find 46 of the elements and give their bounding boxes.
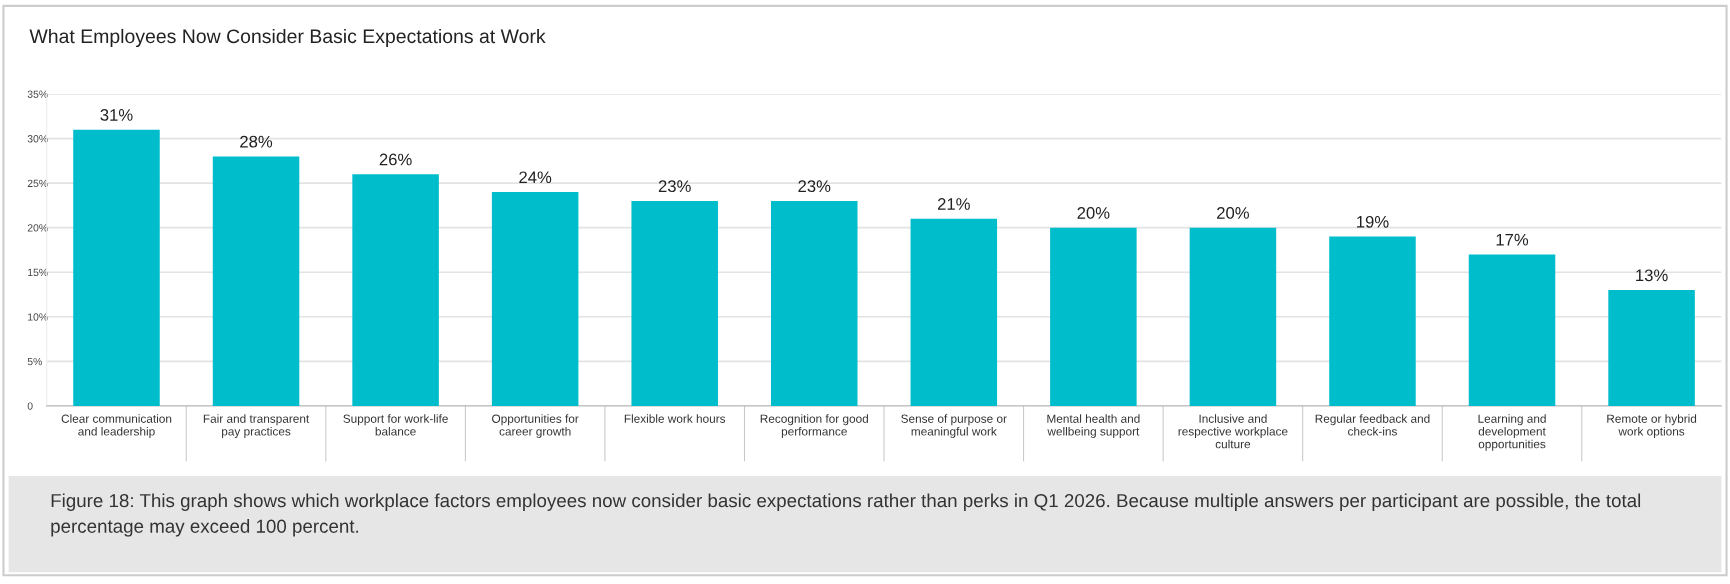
- x-tick-label: Regular feedback and check-ins: [1315, 414, 1430, 436]
- y-tick-label: 30%: [27, 135, 48, 143]
- data-label: 20%: [1217, 207, 1249, 219]
- bar: [631, 200, 718, 406]
- y-tick-label: 15%: [28, 268, 48, 277]
- bar: [73, 129, 160, 406]
- data-label: 21%: [937, 198, 970, 210]
- y-tick-label: 5%: [27, 357, 42, 366]
- data-label: 24%: [519, 171, 552, 184]
- bar: [770, 200, 858, 406]
- y-tick-label: 10%: [28, 313, 48, 321]
- y-tick-label: 25%: [27, 179, 48, 187]
- x-tick-label: Opportunities for career growth: [492, 414, 579, 438]
- bar: [491, 192, 579, 406]
- caption: Figure 18: This graph shows which workplace factors employees now consider basic expectations rather than perks in Q1 2026. Because multiple answers per participant are possible, the total percentage may exceed 100 percent.: [51, 493, 1641, 537]
- y-tick-label: 0: [27, 402, 33, 410]
- bar: [352, 174, 439, 406]
- x-tick-label: Flexible work hours: [624, 414, 726, 423]
- x-tick-label: Support for work-life balance: [343, 414, 448, 436]
- bar: [212, 156, 300, 406]
- x-tick-label: Sense of purpose or meaningful work: [901, 414, 1007, 438]
- data-label: 31%: [100, 109, 133, 121]
- data-label: 19%: [1357, 215, 1389, 228]
- x-tick-label: Inclusive and respective workplace culture: [1178, 414, 1288, 449]
- x-tick-label: Learning and development opportunities: [1478, 414, 1546, 451]
- x-tick-label: Recognition for good performance: [760, 414, 868, 438]
- bar: [1608, 290, 1695, 406]
- data-label: 28%: [240, 135, 273, 148]
- bar: [1189, 227, 1277, 406]
- chart-title: What Employees Now Consider Basic Expectations at Work: [29, 28, 546, 48]
- bar: [1468, 254, 1556, 406]
- data-label: 26%: [379, 153, 412, 166]
- y-tick-label: 20%: [27, 224, 48, 232]
- data-label: 13%: [1636, 269, 1668, 282]
- y-tick-label: 35%: [27, 90, 48, 98]
- data-label: 23%: [658, 180, 691, 193]
- data-label: 23%: [798, 180, 831, 193]
- bar: [910, 218, 998, 406]
- x-tick-label: Remote or hybrid work options: [1607, 414, 1697, 438]
- x-tick-label: Clear communication and leadership: [61, 414, 172, 438]
- bar: [1329, 236, 1416, 406]
- bar: [1050, 227, 1137, 406]
- x-tick-label: Mental health and wellbeing support: [1047, 414, 1140, 438]
- data-label: 20%: [1077, 207, 1110, 219]
- data-label: 17%: [1496, 233, 1529, 246]
- x-tick-label: Fair and transparent pay practices: [203, 414, 310, 438]
